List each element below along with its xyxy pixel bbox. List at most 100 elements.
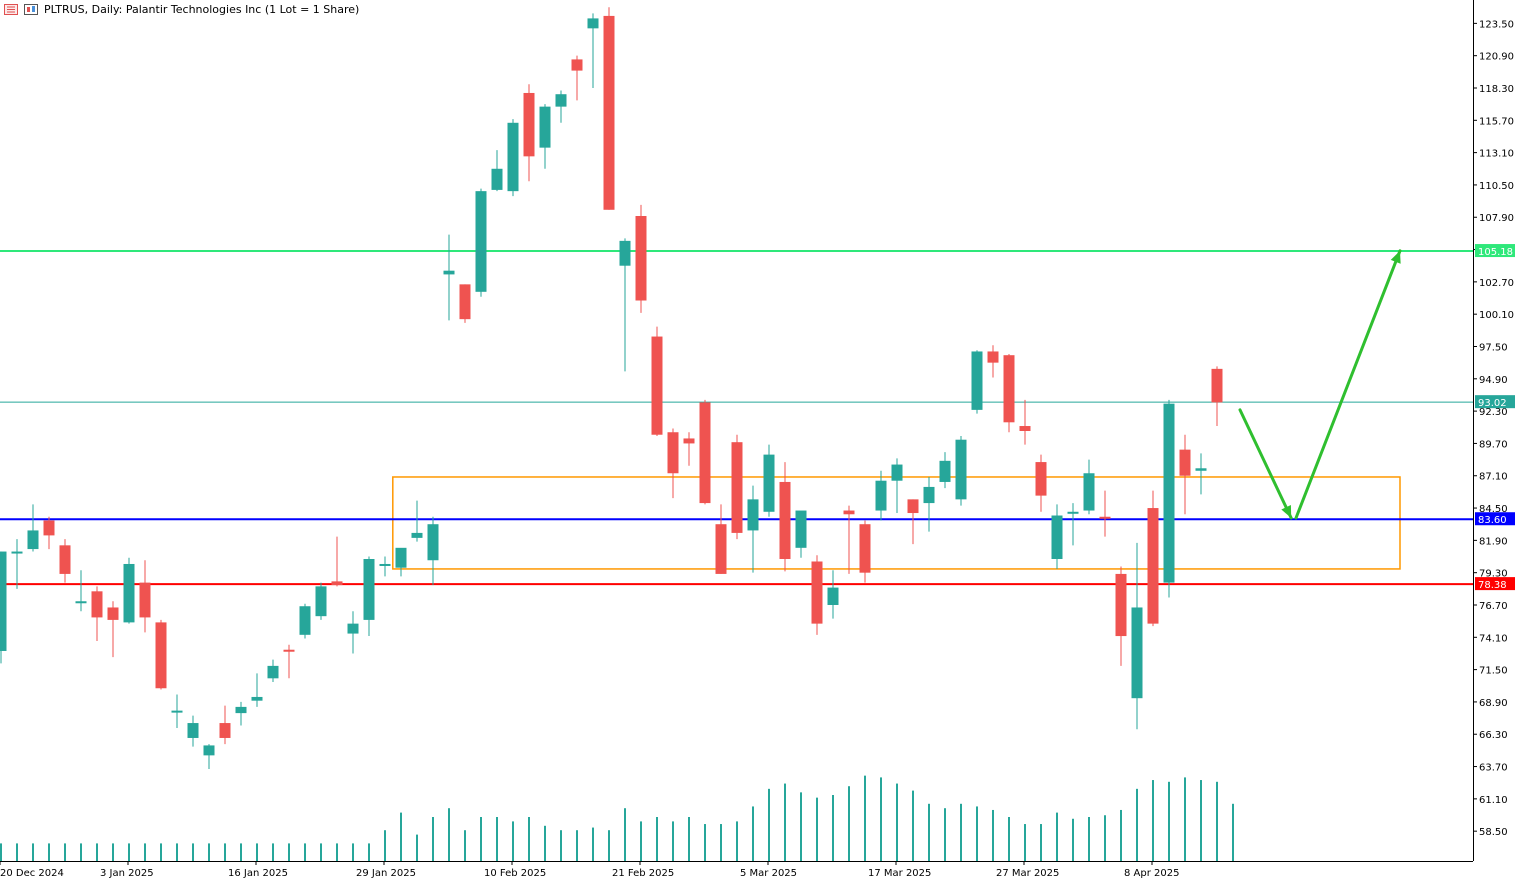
bearish-candle xyxy=(219,723,231,738)
y-tick-label: 76.70 xyxy=(1479,601,1508,612)
bearish-candle xyxy=(43,520,55,536)
bearish-candle xyxy=(283,649,295,652)
bullish-candle xyxy=(0,551,7,651)
y-tick-label: 71.50 xyxy=(1479,666,1508,677)
bearish-candle xyxy=(155,622,167,689)
bullish-candle xyxy=(619,240,631,266)
bar-chart-icon xyxy=(4,4,18,15)
bullish-candle xyxy=(267,665,279,679)
bearish-candle xyxy=(603,15,615,210)
bearish-candle xyxy=(635,216,647,301)
bearish-candle xyxy=(731,442,743,533)
bullish-candle xyxy=(1067,511,1079,514)
bullish-candle xyxy=(555,94,567,107)
bearish-candle xyxy=(651,336,663,435)
bearish-candle xyxy=(459,284,471,320)
bullish-candle xyxy=(75,601,87,604)
bullish-candle xyxy=(411,532,423,538)
bullish-candle xyxy=(971,351,983,410)
price-level-tag xyxy=(1475,512,1515,526)
bullish-candle xyxy=(379,563,391,566)
bearish-candle xyxy=(699,402,711,504)
y-tick-label: 63.70 xyxy=(1479,763,1508,774)
x-tick-label: 17 Mar 2025 xyxy=(868,868,931,879)
bullish-candle xyxy=(491,168,503,190)
x-tick-label: 16 Jan 2025 xyxy=(228,868,288,879)
y-tick-label: 100.10 xyxy=(1479,310,1514,321)
bullish-candle xyxy=(235,706,247,714)
y-tick-label: 92.30 xyxy=(1479,407,1508,418)
bullish-candle xyxy=(923,486,935,504)
bullish-candle xyxy=(747,499,759,531)
bearish-candle xyxy=(1147,508,1159,624)
bullish-candle xyxy=(27,530,39,550)
x-tick-label: 29 Jan 2025 xyxy=(356,868,416,879)
bullish-candle xyxy=(299,606,311,635)
y-tick-label: 79.30 xyxy=(1479,569,1508,580)
bearish-candle xyxy=(523,92,535,157)
bullish-candle xyxy=(1051,515,1063,560)
bullish-candle xyxy=(891,464,903,481)
price-level-tag xyxy=(1475,244,1515,258)
bearish-candle xyxy=(91,591,103,618)
y-tick-label: 66.30 xyxy=(1479,730,1508,741)
y-tick-label: 68.90 xyxy=(1479,698,1508,709)
y-tick-label: 87.10 xyxy=(1479,472,1508,483)
candles-icon xyxy=(24,4,38,15)
projection-arrow-down xyxy=(1238,408,1293,520)
bearish-candle xyxy=(811,561,823,624)
y-tick-label: 58.50 xyxy=(1479,827,1508,838)
projection-arrow-up xyxy=(1294,249,1402,520)
bearish-candle xyxy=(1035,462,1047,496)
y-tick-label: 113.10 xyxy=(1479,149,1514,160)
y-tick-label: 97.50 xyxy=(1479,342,1508,353)
x-tick-label: 3 Jan 2025 xyxy=(100,868,154,879)
y-tick-label: 74.10 xyxy=(1479,633,1508,644)
y-tick-label: 123.50 xyxy=(1479,19,1514,30)
bearish-candle xyxy=(571,59,583,71)
bullish-candle xyxy=(939,460,951,482)
price-level-label: 78.38 xyxy=(1478,580,1507,591)
price-level-tag xyxy=(1475,577,1515,591)
bearish-candle xyxy=(139,582,151,618)
x-tick-label: 27 Mar 2025 xyxy=(996,868,1059,879)
bullish-candle xyxy=(795,510,807,548)
bullish-candle xyxy=(427,524,439,561)
bearish-candle xyxy=(843,510,855,515)
projection-arrow-up-head xyxy=(1390,250,1401,264)
y-tick-label: 102.70 xyxy=(1479,278,1514,289)
y-tick-label: 94.90 xyxy=(1479,375,1508,386)
price-level-label: 83.60 xyxy=(1478,515,1507,526)
bearish-candle xyxy=(1003,355,1015,423)
y-tick-label: 120.90 xyxy=(1479,52,1514,63)
bullish-candle xyxy=(1131,607,1143,699)
bullish-candle xyxy=(1083,473,1095,511)
bullish-candle xyxy=(187,723,199,738)
y-tick-label: 107.90 xyxy=(1479,213,1514,224)
y-tick-label: 118.30 xyxy=(1479,84,1514,95)
price-level-label: 105.18 xyxy=(1478,247,1513,258)
bullish-candle xyxy=(955,439,967,500)
bullish-candle xyxy=(875,480,887,511)
bullish-candle xyxy=(1163,403,1175,583)
chart-header: PLTRUS, Daily: Palantir Technologies Inc… xyxy=(4,3,359,16)
chart-title: PLTRUS, Daily: Palantir Technologies Inc… xyxy=(44,3,360,16)
y-tick-label: 115.70 xyxy=(1479,116,1514,127)
bullish-candle xyxy=(763,454,775,512)
bullish-candle xyxy=(587,18,599,29)
y-tick-label: 84.50 xyxy=(1479,504,1508,515)
bearish-candle xyxy=(1211,368,1223,403)
bearish-candle xyxy=(715,524,727,574)
bearish-candle xyxy=(1019,426,1031,431)
price-level-label: 93.02 xyxy=(1478,398,1507,409)
x-tick-label: 20 Dec 2024 xyxy=(0,868,64,879)
bearish-candle xyxy=(907,499,919,514)
bullish-candle xyxy=(539,106,551,148)
y-tick-label: 110.50 xyxy=(1479,181,1514,192)
bearish-candle xyxy=(1099,516,1111,519)
bearish-candle xyxy=(107,607,119,620)
bullish-candle xyxy=(1195,468,1207,471)
bullish-candle xyxy=(11,551,23,554)
